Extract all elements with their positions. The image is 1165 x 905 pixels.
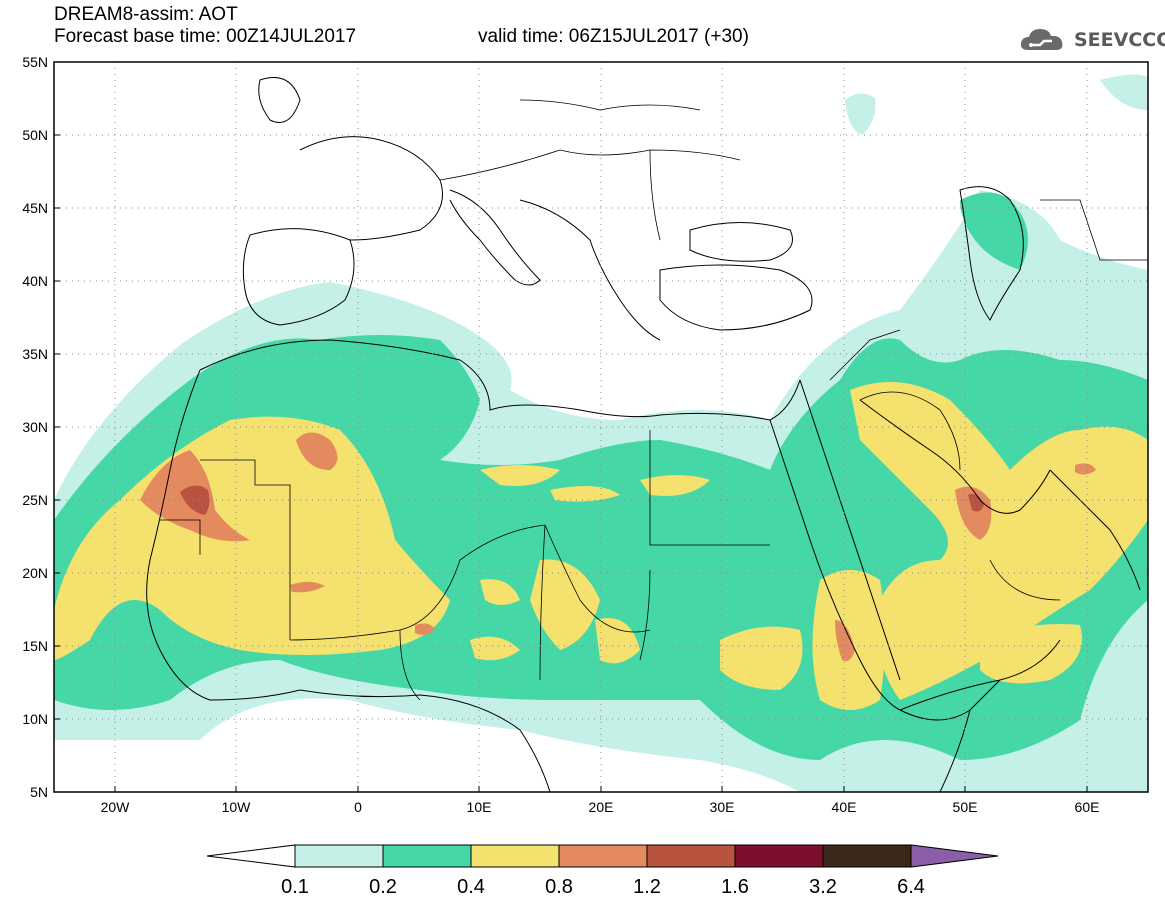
aot-contour-0.2 bbox=[960, 192, 1028, 270]
aot-contour-0.8 bbox=[415, 623, 435, 635]
aot-contour-0.8 bbox=[835, 620, 855, 662]
aot-contour-0.4 bbox=[470, 636, 520, 661]
aot-contour-0.4 bbox=[54, 416, 450, 660]
colorbar-swatch bbox=[822, 844, 912, 868]
colorbar-swatch-over bbox=[910, 844, 999, 868]
colorbar-labels: 0.1 0.2 0.4 0.8 1.2 1.6 3.2 6.4 bbox=[281, 876, 925, 898]
colorbar-swatch bbox=[470, 844, 560, 868]
colorbar-label: 1.6 bbox=[721, 876, 749, 898]
lon-label: 50E bbox=[953, 799, 978, 815]
aot-contour-0.4 bbox=[640, 475, 710, 496]
lon-label: 40E bbox=[832, 799, 857, 815]
aot-field bbox=[54, 62, 1148, 792]
lon-label: 10W bbox=[222, 799, 252, 815]
colorbar-swatch bbox=[734, 844, 824, 868]
lon-label: 0 bbox=[354, 799, 362, 815]
colorbar-swatch bbox=[382, 844, 472, 868]
longitude-labels: 20W 10W 0 10E 20E 30E 40E 50E 60E bbox=[101, 799, 1100, 815]
colorbar-swatch bbox=[558, 844, 648, 868]
colorbar-label: 0.8 bbox=[545, 876, 573, 898]
aot-contour-0.4 bbox=[480, 579, 520, 605]
lat-label: 30N bbox=[22, 419, 48, 435]
aot-contour-0.4 bbox=[850, 382, 1148, 700]
latitude-labels: 55N 50N 45N 40N 35N 30N 25N 20N 15N 10N … bbox=[22, 54, 48, 800]
colorbar-label: 6.4 bbox=[897, 876, 925, 898]
colorbar-swatch bbox=[294, 844, 384, 868]
cloud-icon bbox=[1020, 29, 1063, 50]
aot-contour-0.1 bbox=[845, 93, 876, 135]
lon-label: 20W bbox=[101, 799, 131, 815]
colorbar-label: 0.4 bbox=[457, 876, 485, 898]
seevccc-logo: SEEVCCC bbox=[1018, 24, 1165, 56]
valid-time: valid time: 06Z15JUL2017 (+30) bbox=[478, 26, 749, 47]
aot-contour-0.8 bbox=[1075, 463, 1096, 475]
lat-label: 5N bbox=[30, 784, 48, 800]
colorbar-swatch bbox=[646, 844, 736, 868]
aot-contour-0.8 bbox=[955, 486, 992, 540]
lat-label: 25N bbox=[22, 492, 48, 508]
aot-contour-0.4 bbox=[530, 559, 600, 650]
lon-label: 60E bbox=[1075, 799, 1100, 815]
forecast-base-time: Forecast base time: 00Z14JUL2017 bbox=[54, 26, 357, 47]
coastlines bbox=[146, 77, 1141, 792]
lat-label: 10N bbox=[22, 711, 48, 727]
aot-contour-0.4 bbox=[550, 486, 620, 502]
lat-label: 55N bbox=[22, 54, 48, 70]
colorbar bbox=[206, 844, 999, 868]
lon-label: 20E bbox=[589, 799, 614, 815]
aot-contour-0.1 bbox=[1100, 74, 1148, 110]
aot-contour-1.2 bbox=[968, 493, 984, 512]
logo-text: SEEVCCC bbox=[1074, 29, 1165, 51]
lat-label: 45N bbox=[22, 200, 48, 216]
colorbar-label: 1.2 bbox=[633, 876, 661, 898]
aot-contour-0.4 bbox=[595, 618, 640, 664]
aot-contour-0.8 bbox=[296, 432, 338, 470]
lat-label: 40N bbox=[22, 273, 48, 289]
lat-label: 20N bbox=[22, 565, 48, 581]
colorbar-swatch-under bbox=[206, 844, 296, 868]
lat-lon-grid bbox=[54, 62, 1148, 792]
lon-label: 30E bbox=[710, 799, 735, 815]
lon-label: 10E bbox=[467, 799, 492, 815]
lat-label: 15N bbox=[22, 638, 48, 654]
aot-contour-0.8 bbox=[290, 581, 325, 593]
colorbar-label: 0.2 bbox=[369, 876, 397, 898]
lat-label: 50N bbox=[22, 127, 48, 143]
colorbar-label: 3.2 bbox=[809, 876, 837, 898]
aot-contour-0.4 bbox=[480, 465, 560, 486]
colorbar-label: 0.1 bbox=[281, 876, 309, 898]
aot-contour-0.4 bbox=[980, 624, 1082, 684]
map-title: DREAM8-assim: AOT bbox=[54, 4, 238, 25]
axis-ticks bbox=[54, 61, 1088, 792]
aot-contour-1.2 bbox=[180, 485, 210, 515]
aot-contour-0.4 bbox=[720, 626, 803, 690]
country-borders bbox=[160, 99, 1148, 701]
lat-label: 35N bbox=[22, 346, 48, 362]
